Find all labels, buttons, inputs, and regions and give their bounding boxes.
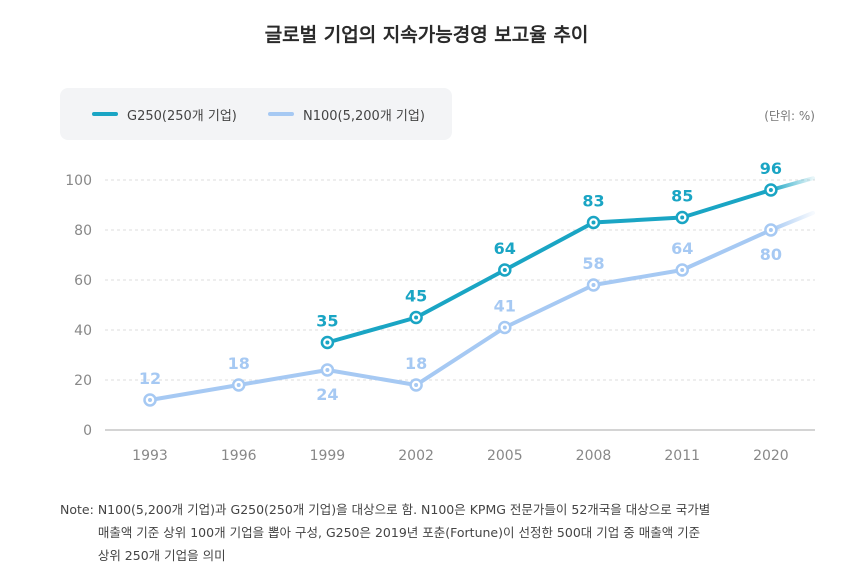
y-tick-label: 60 xyxy=(74,273,92,289)
data-point-core-n100 xyxy=(591,283,596,287)
series-line-g250 xyxy=(325,188,773,345)
x-tick-label: 2008 xyxy=(576,448,612,464)
data-point-core-n100 xyxy=(325,368,330,372)
data-label-g250: 64 xyxy=(494,239,516,258)
data-label-n100: 80 xyxy=(760,245,782,264)
legend: G250(250개 기업) N100(5,200개 기업) xyxy=(60,88,452,140)
data-label-g250: 83 xyxy=(582,192,604,211)
data-label-n100: 64 xyxy=(671,239,693,258)
chart-note: Note: N100(5,200개 기업)과 G250(250개 기업)을 대상… xyxy=(60,498,820,567)
data-point-core-n100 xyxy=(502,325,507,330)
y-tick-label: 80 xyxy=(74,223,92,239)
note-line: 매출액 기준 상위 100개 기업을 뽑아 구성, G250은 2019년 포춘… xyxy=(97,525,701,540)
legend-item-g250: G250(250개 기업) xyxy=(92,88,237,140)
data-label-n100: 58 xyxy=(582,254,604,273)
data-point-core-n100 xyxy=(768,228,773,232)
unit-label: (단위: %) xyxy=(764,109,815,123)
chart-title: 글로벌 기업의 지속가능경영 보고율 추이 xyxy=(264,24,589,46)
y-tick-label: 0 xyxy=(83,423,92,439)
note-line: N100(5,200개 기업)과 G250(250개 기업)을 대상으로 함. … xyxy=(97,502,711,517)
data-point-core-g250 xyxy=(414,315,419,320)
data-label-n100: 12 xyxy=(139,369,161,388)
note-line: 상위 250개 기업을 의미 xyxy=(97,548,226,563)
note-body: N100(5,200개 기업)과 G250(250개 기업)을 대상으로 함. … xyxy=(98,498,820,567)
series-line-n100 xyxy=(148,228,773,402)
data-label-n100: 41 xyxy=(494,297,516,316)
x-tick-label: 2005 xyxy=(487,448,523,464)
data-point-core-n100 xyxy=(680,268,685,272)
data-label-g250: 45 xyxy=(405,287,427,306)
data-label-g250: 35 xyxy=(316,312,338,331)
data-point-core-g250 xyxy=(680,215,685,220)
series-trail-n100 xyxy=(768,210,815,232)
legend-label-g250: G250(250개 기업) xyxy=(127,108,237,124)
y-tick-label: 20 xyxy=(74,373,92,389)
data-point-core-n100 xyxy=(236,383,241,387)
y-tick-label: 40 xyxy=(74,323,92,339)
x-tick-label: 1999 xyxy=(310,448,346,464)
y-tick-label: 100 xyxy=(65,173,92,189)
legend-item-n100: N100(5,200개 기업) xyxy=(268,88,425,140)
data-point-core-n100 xyxy=(148,398,152,402)
data-point-core-g250 xyxy=(502,268,507,272)
data-label-n100: 18 xyxy=(405,354,427,373)
legend-swatch-g250 xyxy=(92,112,118,116)
legend-swatch-n100 xyxy=(268,112,294,116)
data-point-core-n100 xyxy=(414,383,419,387)
legend-label-n100: N100(5,200개 기업) xyxy=(303,108,425,124)
x-tick-label: 2020 xyxy=(753,448,789,464)
note-head: Note: xyxy=(60,502,94,517)
x-tick-label: 1993 xyxy=(132,448,168,464)
data-point-core-g250 xyxy=(591,220,596,225)
x-tick-label: 2002 xyxy=(398,448,434,464)
data-label-g250: 96 xyxy=(760,159,782,178)
data-label-n100: 24 xyxy=(316,385,338,404)
x-tick-label: 1996 xyxy=(221,448,257,464)
data-point-core-g250 xyxy=(325,340,330,345)
data-label-n100: 18 xyxy=(228,354,250,373)
x-tick-label: 2011 xyxy=(664,448,700,464)
series-trail-g250 xyxy=(768,176,815,192)
data-label-g250: 85 xyxy=(671,187,693,206)
data-point-core-g250 xyxy=(768,188,773,192)
